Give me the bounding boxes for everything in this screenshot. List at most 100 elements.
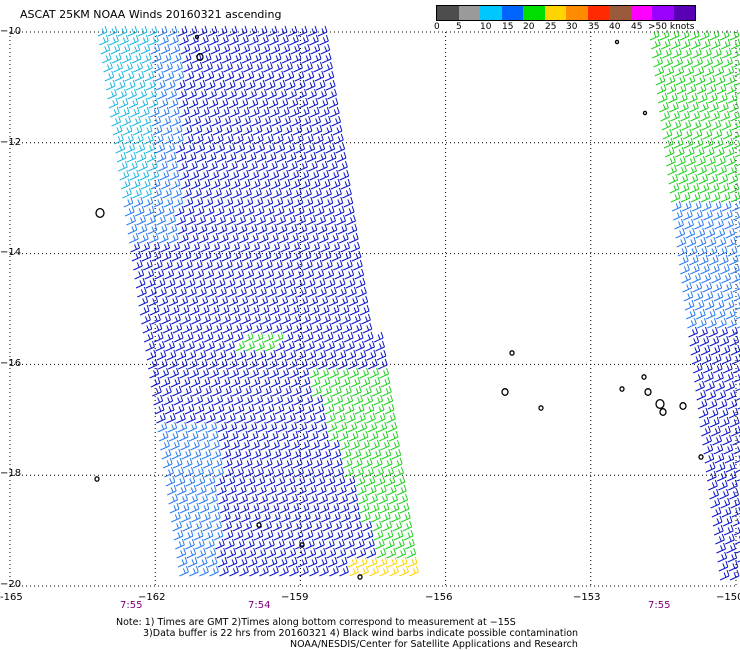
- wind-barb: [677, 164, 687, 176]
- wind-barb: [226, 349, 237, 361]
- wind-barb: [355, 475, 366, 487]
- wind-barb: [156, 151, 167, 163]
- wind-barb: [346, 412, 356, 424]
- wind-barb: [340, 241, 351, 253]
- wind-barb: [204, 403, 215, 415]
- wind-barb: [239, 304, 250, 316]
- wind-barb: [222, 457, 233, 469]
- wind-barb: [283, 529, 294, 541]
- wind-barb: [170, 439, 180, 451]
- wind-barb: [724, 218, 734, 230]
- wind-barb: [100, 43, 111, 55]
- wind-barb: [240, 106, 250, 118]
- wind-barb: [252, 385, 262, 397]
- wind-barb: [323, 529, 334, 541]
- wind-barb: [164, 133, 174, 145]
- wind-barb: [222, 322, 233, 334]
- wind-barb: [290, 241, 301, 253]
- wind-barb: [253, 529, 264, 541]
- wind-barb: [367, 556, 378, 568]
- wind-barb: [216, 214, 226, 226]
- wind-barb: [710, 497, 721, 509]
- wind-barb: [218, 97, 229, 109]
- wind-barb: [247, 286, 257, 298]
- wind-barb: [319, 502, 330, 514]
- wind-barb: [314, 205, 325, 217]
- wind-barb: [120, 43, 131, 55]
- wind-barb: [285, 277, 296, 289]
- wind-barb: [346, 484, 357, 496]
- wind-barb: [244, 133, 254, 145]
- wind-barb: [341, 448, 352, 460]
- wind-barb: [220, 106, 230, 118]
- time-label-2: 7:54: [248, 600, 271, 611]
- wind-barb: [109, 34, 119, 46]
- wind-barb: [311, 250, 322, 262]
- wind-barb: [192, 520, 203, 532]
- wind-barb: [722, 47, 732, 59]
- wind-barb: [307, 223, 318, 235]
- wind-barb: [201, 448, 212, 460]
- wind-barb: [719, 29, 730, 41]
- wind-barb: [135, 142, 146, 154]
- wind-barb: [325, 79, 336, 91]
- wind-barb: [112, 124, 123, 136]
- wind-barb: [374, 403, 385, 415]
- wind-barb: [173, 196, 184, 208]
- wind-barb: [321, 52, 332, 64]
- wind-barb: [299, 169, 310, 181]
- wind-barb: [277, 286, 287, 298]
- wind-barb: [334, 133, 344, 145]
- wind-barb: [233, 259, 243, 271]
- wind-barb: [706, 470, 717, 482]
- wind-barb: [199, 367, 210, 379]
- wind-barb: [316, 214, 326, 226]
- wind-barb: [221, 448, 232, 460]
- wind-barb: [150, 43, 161, 55]
- wind-barb: [231, 250, 242, 262]
- wind-barb: [280, 43, 291, 55]
- wind-barb: [319, 367, 330, 379]
- wind-barb: [660, 38, 671, 50]
- wind-barb: [679, 29, 690, 41]
- wind-barb: [266, 151, 277, 163]
- wind-barb: [696, 83, 707, 95]
- wind-barb: [704, 218, 714, 230]
- wind-barb: [181, 250, 192, 262]
- wind-barb: [720, 497, 731, 509]
- wind-barb: [165, 277, 176, 289]
- wind-barb: [356, 412, 366, 424]
- wind-barb: [228, 160, 238, 172]
- wind-barb: [366, 547, 377, 559]
- wind-barb: [192, 322, 203, 334]
- wind-barb: [200, 43, 211, 55]
- wind-barb: [256, 151, 267, 163]
- wind-barb: [157, 25, 168, 37]
- wind-barb: [333, 196, 344, 208]
- wind-barb: [736, 158, 740, 167]
- wind-barb: [727, 164, 737, 176]
- wind-barb: [200, 106, 210, 118]
- wind-barb: [697, 317, 707, 329]
- wind-barb: [125, 79, 136, 91]
- wind-barb: [331, 250, 342, 262]
- wind-barb: [174, 466, 184, 478]
- wind-barb: [181, 52, 192, 64]
- wind-barb: [343, 196, 354, 208]
- wind-barb: [347, 421, 358, 433]
- wind-barb: [306, 214, 316, 226]
- wind-barb: [302, 520, 313, 532]
- island-outline: [357, 574, 363, 580]
- wind-barb: [110, 106, 120, 118]
- wind-barb: [339, 169, 350, 181]
- wind-barb: [351, 511, 361, 523]
- wind-barb: [191, 250, 202, 262]
- wind-barb: [698, 326, 708, 338]
- wind-barb: [273, 259, 283, 271]
- wind-barb: [259, 169, 270, 181]
- wind-barb: [315, 475, 326, 487]
- wind-barb: [312, 385, 322, 397]
- wind-barb: [693, 137, 704, 149]
- wind-barb: [127, 88, 137, 100]
- wind-barb: [182, 520, 193, 532]
